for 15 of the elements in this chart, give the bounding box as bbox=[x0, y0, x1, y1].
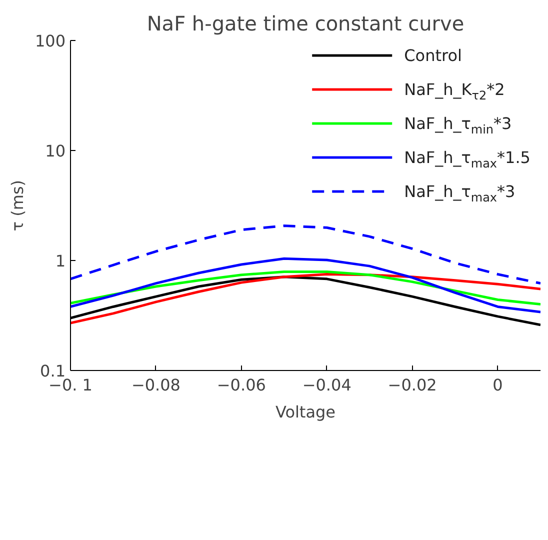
x-tick-label: −0.06 bbox=[216, 376, 266, 394]
line-series bbox=[70, 224, 540, 285]
y-tick-label: 1 bbox=[55, 252, 66, 270]
x-axis-title: Voltage bbox=[275, 402, 336, 422]
legend-label: Control bbox=[404, 46, 462, 65]
x-tick-label: 0 bbox=[492, 376, 503, 394]
line-series bbox=[70, 270, 540, 306]
x-tick-label: −0.08 bbox=[131, 376, 180, 394]
line-series bbox=[70, 257, 540, 314]
x-tick-label: −0.04 bbox=[302, 376, 352, 394]
y-tick-label: 100 bbox=[34, 32, 66, 50]
y-tick-label: 10 bbox=[45, 142, 66, 160]
y-axis-title: τ (ms) bbox=[8, 180, 27, 232]
chart-title: NaF h-gate time constant curve bbox=[146, 12, 464, 36]
x-tick-label: −0.02 bbox=[388, 376, 437, 394]
